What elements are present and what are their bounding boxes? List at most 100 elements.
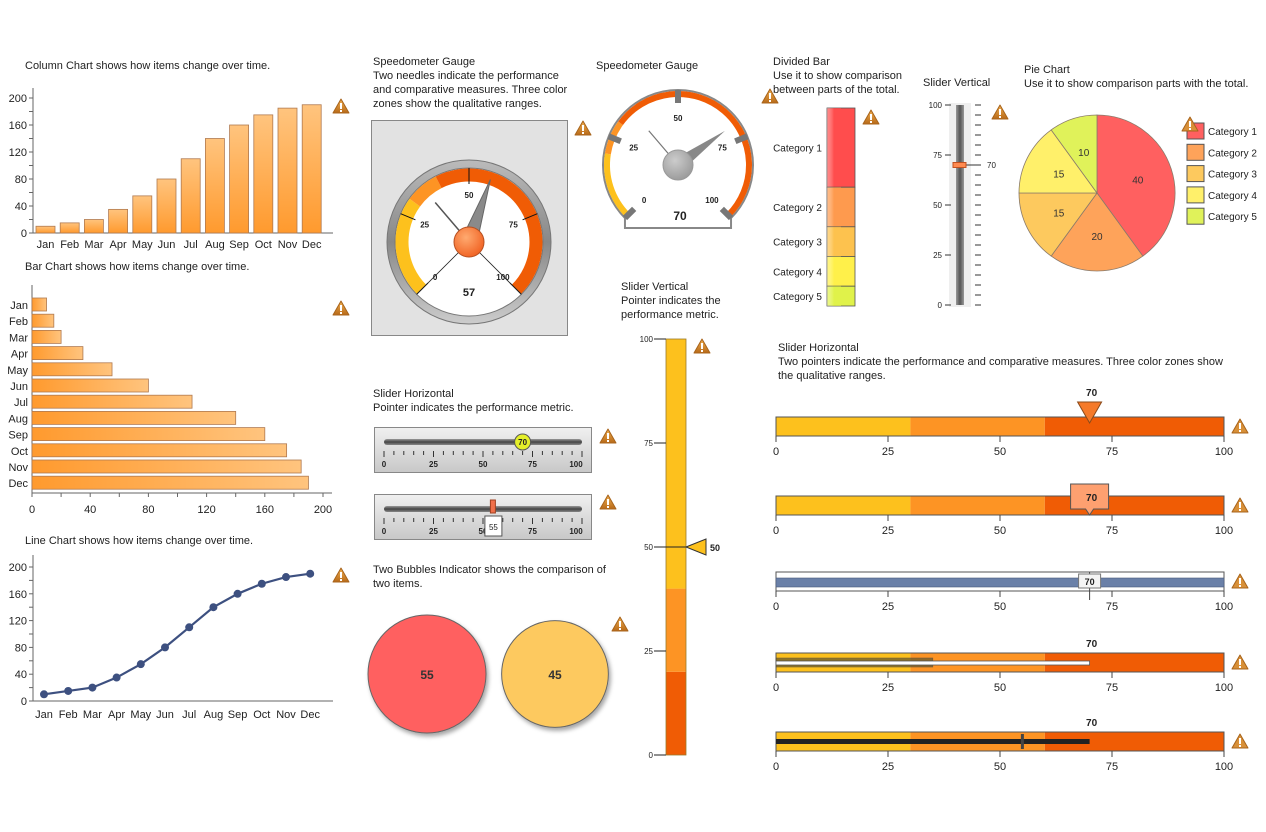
warning-icon[interactable] xyxy=(1181,116,1199,132)
slider-thumb[interactable] xyxy=(514,433,532,451)
x-tick-label: May xyxy=(130,709,151,721)
slider-zone xyxy=(1044,417,1224,436)
gauge-tick-label: 0 xyxy=(433,273,438,282)
bar xyxy=(31,297,47,312)
warning-icon[interactable] xyxy=(862,109,880,125)
warning-icon[interactable] xyxy=(611,616,629,632)
x-tick-label: Mar xyxy=(84,239,103,251)
axis-tick-label: 50 xyxy=(994,525,1006,537)
x-tick-label: Mar xyxy=(83,709,102,721)
gauge-tick-label: 100 xyxy=(705,196,719,205)
warning-icon[interactable] xyxy=(599,494,617,510)
divided-bar-highlight xyxy=(827,256,841,287)
legend-label: Category 1 xyxy=(1208,127,1257,138)
y-tick-label: May xyxy=(7,365,28,377)
slider-tick-label: 75 xyxy=(528,460,537,469)
axis-tick-label: 75 xyxy=(1106,601,1118,613)
warning-icon[interactable] xyxy=(332,300,350,316)
slider-horizontal-1[interactable]: 0 25 50 75 100 70 xyxy=(374,427,592,473)
slider-progress xyxy=(775,577,1225,588)
warning-icon[interactable] xyxy=(1231,573,1249,589)
legend-label: Category 5 xyxy=(1208,212,1257,223)
warning-icon[interactable] xyxy=(1231,418,1249,434)
divided-bar-highlight xyxy=(827,226,841,257)
column-chart-caption: Column Chart shows how items change over… xyxy=(25,60,271,72)
gauge-tick-label: 50 xyxy=(674,114,683,123)
slider-vertical-small[interactable]: 0 25 50 75 100 70 xyxy=(920,95,1005,315)
x-tick-label: Aug xyxy=(205,239,225,251)
axis-tick-label: 75 xyxy=(1106,446,1118,458)
data-point xyxy=(161,643,169,652)
slider-tick-label: 50 xyxy=(933,201,942,210)
gauge-tick xyxy=(522,213,538,221)
slider-thumb[interactable] xyxy=(489,499,496,514)
slider-pointer[interactable] xyxy=(684,538,707,556)
slider-thumb[interactable] xyxy=(952,162,967,168)
divided-bar-highlight xyxy=(827,187,841,227)
warning-icon[interactable] xyxy=(599,428,617,444)
warning-icon[interactable] xyxy=(332,567,350,583)
warning-icon[interactable] xyxy=(574,120,592,136)
pie-slice-label: 20 xyxy=(1091,232,1103,243)
axis-tick-label: 0 xyxy=(773,525,779,537)
data-point xyxy=(257,579,266,588)
gauge-tick xyxy=(719,206,734,221)
slider-zone xyxy=(910,417,1045,436)
y-tick-label: 160 xyxy=(9,589,27,601)
gauge-hub xyxy=(453,226,485,258)
bar xyxy=(31,346,84,360)
speedometer-gauge-2: 0 25 50 75 100 70 xyxy=(602,89,754,230)
slider-pointer[interactable] xyxy=(1070,483,1110,516)
x-tick-label: Sep xyxy=(228,709,248,721)
slider-tick-label: 25 xyxy=(933,251,942,260)
gauge-tick-label: 75 xyxy=(509,221,518,230)
slider-horizontal-bullets[interactable]: 70 0 25 50 75 100 70 0 25 50 75 100 70 0 25 50 75 100 70 0 2… xyxy=(765,380,1265,780)
performance-bar xyxy=(775,660,1091,666)
legend-label: Category 3 xyxy=(1208,170,1257,181)
x-tick-label: Apr xyxy=(110,239,127,251)
slider-value-label: 70 xyxy=(1086,493,1098,504)
warning-icon[interactable] xyxy=(1231,654,1249,670)
data-point xyxy=(233,589,242,598)
x-tick-label: Feb xyxy=(59,709,78,721)
axis-tick-label: 25 xyxy=(882,446,894,458)
warning-icon[interactable] xyxy=(1231,497,1249,513)
divided-bar-highlight xyxy=(827,286,841,306)
slider-zone xyxy=(1044,653,1224,672)
pie-slice-label: 40 xyxy=(1132,176,1144,187)
slider-tick-label: 0 xyxy=(382,460,387,469)
gauge-tick-label: 75 xyxy=(718,144,727,153)
divided-bar-title: Divided Bar xyxy=(773,56,830,68)
data-point xyxy=(209,603,218,612)
data-point xyxy=(282,573,290,582)
data-point xyxy=(306,569,315,578)
slider-zone xyxy=(666,671,686,755)
slider-tick-label: 25 xyxy=(429,527,438,536)
slider-vertical-tall[interactable]: 0 25 50 75 100 50 xyxy=(630,330,740,765)
bar xyxy=(31,394,193,409)
warning-icon[interactable] xyxy=(332,98,350,114)
slider-value-label: 70 xyxy=(518,438,527,447)
warning-icon[interactable] xyxy=(991,104,1009,120)
slider-horizontal-2[interactable]: 0 25 50 75 100 55 xyxy=(374,494,592,540)
gauge-tick xyxy=(622,206,637,221)
slider-tick-label: 100 xyxy=(929,101,943,110)
gauge-value: 57 xyxy=(463,287,475,299)
column-bar xyxy=(59,222,80,234)
bar xyxy=(31,459,302,474)
slider-track xyxy=(956,105,964,305)
column-bar xyxy=(277,107,298,234)
warning-icon[interactable] xyxy=(1231,733,1249,749)
pie-slice xyxy=(1018,192,1098,257)
slider-value-box xyxy=(1078,573,1102,589)
column-bar xyxy=(156,178,177,234)
gauge-tick-label: 50 xyxy=(465,191,474,200)
data-point xyxy=(40,690,48,699)
slider-pointer[interactable] xyxy=(1076,401,1103,425)
gauge-value: 70 xyxy=(673,209,687,223)
bar xyxy=(31,313,55,328)
warning-icon[interactable] xyxy=(693,338,711,354)
x-tick-label: 200 xyxy=(314,504,332,516)
column-bar xyxy=(84,219,104,234)
warning-icon[interactable] xyxy=(761,88,779,104)
